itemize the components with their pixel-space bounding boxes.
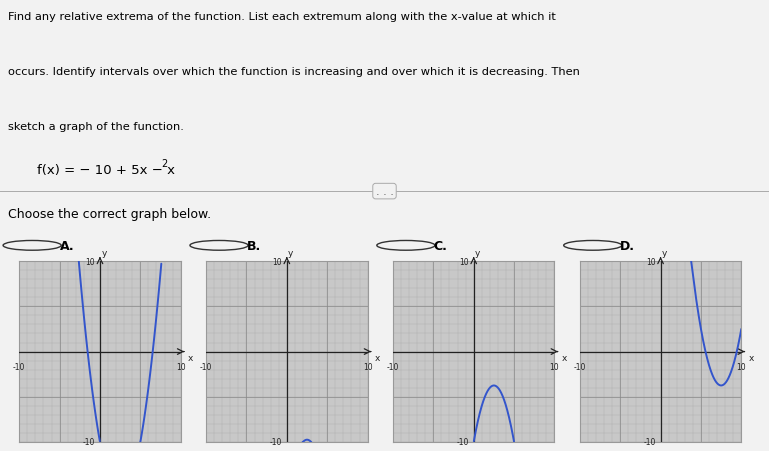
Text: y: y bbox=[288, 248, 294, 257]
Text: -10: -10 bbox=[83, 437, 95, 446]
Text: 10: 10 bbox=[550, 362, 559, 371]
Text: y: y bbox=[102, 248, 107, 257]
Text: 2: 2 bbox=[161, 158, 168, 168]
Text: 10: 10 bbox=[85, 257, 95, 266]
Text: x: x bbox=[748, 354, 754, 363]
Text: -10: -10 bbox=[13, 362, 25, 371]
Text: . . .: . . . bbox=[375, 187, 394, 197]
Text: -10: -10 bbox=[200, 362, 212, 371]
Text: sketch a graph of the function.: sketch a graph of the function. bbox=[8, 122, 184, 132]
Text: D.: D. bbox=[620, 239, 635, 252]
Text: B.: B. bbox=[246, 239, 261, 252]
Text: Choose the correct graph below.: Choose the correct graph below. bbox=[8, 208, 211, 221]
Text: y: y bbox=[662, 248, 667, 257]
Text: -10: -10 bbox=[644, 437, 656, 446]
Text: -10: -10 bbox=[574, 362, 586, 371]
Text: 10: 10 bbox=[272, 257, 282, 266]
Text: x: x bbox=[375, 354, 380, 363]
Text: 10: 10 bbox=[176, 362, 185, 371]
Text: 10: 10 bbox=[363, 362, 372, 371]
Text: 10: 10 bbox=[646, 257, 656, 266]
Text: A.: A. bbox=[60, 239, 75, 252]
Text: x: x bbox=[188, 354, 193, 363]
Text: y: y bbox=[475, 248, 481, 257]
Text: -10: -10 bbox=[387, 362, 399, 371]
Text: x: x bbox=[561, 354, 567, 363]
Text: Find any relative extrema of the function. List each extremum along with the x-v: Find any relative extrema of the functio… bbox=[8, 13, 555, 23]
Text: C.: C. bbox=[434, 239, 448, 252]
Text: 10: 10 bbox=[459, 257, 469, 266]
Text: 10: 10 bbox=[737, 362, 746, 371]
Text: f(x) = − 10 + 5x − x: f(x) = − 10 + 5x − x bbox=[37, 164, 175, 177]
Text: -10: -10 bbox=[270, 437, 282, 446]
Text: -10: -10 bbox=[457, 437, 469, 446]
Text: occurs. Identify intervals over which the function is increasing and over which : occurs. Identify intervals over which th… bbox=[8, 67, 580, 77]
